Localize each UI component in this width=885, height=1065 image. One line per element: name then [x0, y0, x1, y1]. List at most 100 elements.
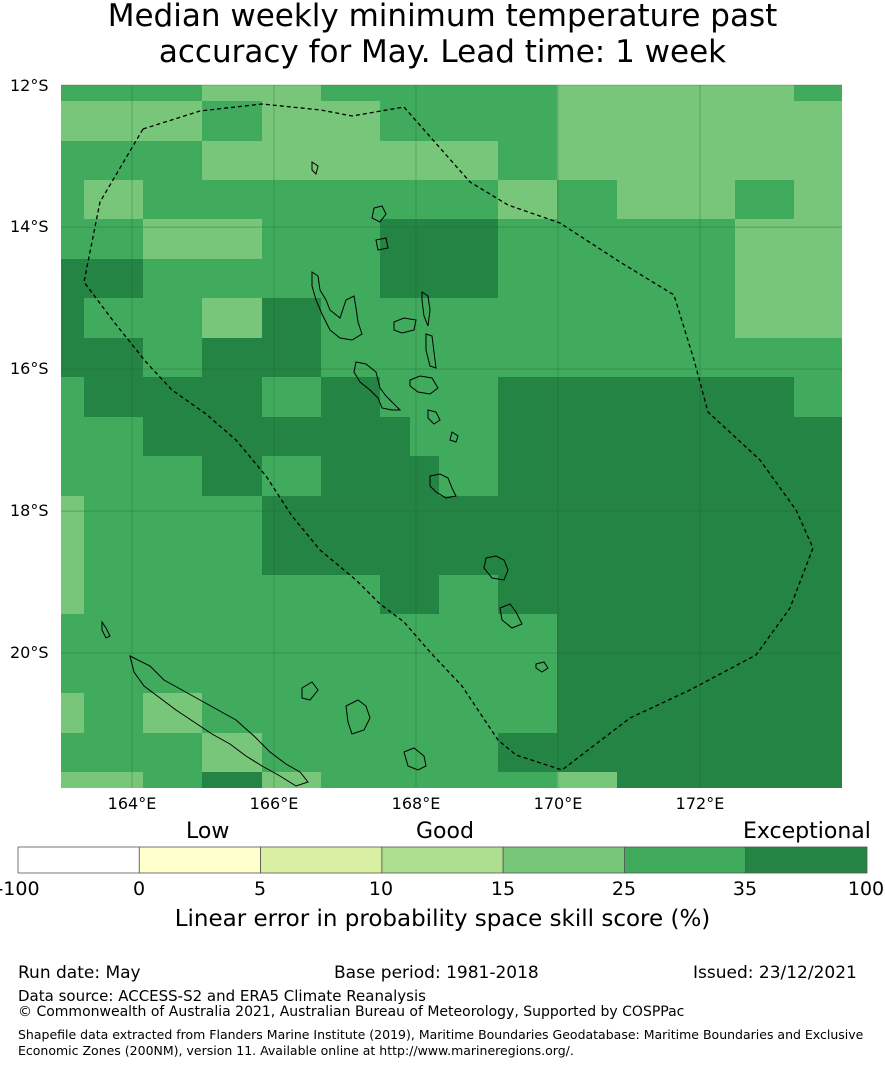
skill-cell: [61, 575, 84, 614]
skill-cell: [557, 180, 617, 219]
skill-cell: [557, 614, 842, 654]
island-coastlines: [101, 161, 549, 787]
chart-title-line-2: accuracy for May. Lead time: 1 week: [158, 34, 727, 70]
colorbar-segment: [381, 846, 504, 874]
lat-label-18s: 18°S: [10, 501, 49, 520]
lon-label-170e: 170°E: [533, 794, 583, 813]
lat-label-16s: 16°S: [10, 359, 49, 378]
skill-cell: [439, 575, 498, 614]
island-outline: [393, 317, 417, 334]
skill-cell: [380, 219, 498, 259]
lon-label-166e: 166°E: [249, 794, 299, 813]
legend-quality-exceptional: Exceptional: [743, 819, 871, 844]
island-outline: [403, 747, 427, 771]
island-outline: [353, 361, 402, 411]
colorbar-tick-1: 0: [132, 878, 146, 900]
island-outline: [409, 375, 439, 395]
skill-cell: [321, 85, 557, 101]
skill-cell: [439, 456, 498, 496]
skill-cell: [61, 693, 84, 733]
skill-cell: [498, 259, 735, 298]
skill-cell: [498, 417, 842, 456]
skill-cell: [498, 733, 842, 772]
skill-cell: [735, 259, 842, 298]
colorbar-segment: [745, 846, 868, 874]
colorbar-segment: [17, 846, 140, 874]
skill-cell: [498, 575, 842, 614]
skill-cell: [321, 456, 439, 496]
colorbar-tick-5: 25: [611, 878, 637, 900]
island-outline: [101, 620, 111, 639]
colorbar-segment: [624, 846, 747, 874]
skill-cell: [84, 496, 262, 535]
colorbar-tick-7: 100: [847, 878, 885, 900]
skill-cell: [410, 417, 498, 456]
skill-cell: [262, 496, 842, 535]
legend-quality-low: Low: [186, 819, 230, 844]
skill-cell: [262, 535, 842, 575]
skill-cell: [557, 101, 842, 141]
island-outline: [375, 237, 389, 251]
island-outline: [421, 291, 431, 327]
skill-cell: [61, 496, 84, 535]
skill-cell: [380, 259, 498, 298]
skill-cell: [61, 614, 557, 654]
island-outline: [429, 473, 457, 499]
skill-cell: [262, 101, 380, 141]
skill-cell: [61, 654, 557, 693]
colorbar-tick-0: -100: [0, 878, 40, 900]
skill-cell: [202, 772, 262, 788]
issued-date: Issued: 23/12/2021: [693, 963, 857, 983]
colorbar-segment: [502, 846, 625, 874]
skill-cell: [84, 180, 143, 219]
colorbar-tick-4: 15: [490, 878, 516, 900]
skill-cell: [143, 772, 202, 788]
skill-cell: [143, 338, 202, 377]
colorbar-segment: [260, 846, 383, 874]
skill-cell: [735, 180, 794, 219]
eez-boundary: [83, 103, 814, 771]
skill-cell: [202, 693, 557, 733]
skill-cell: [262, 298, 321, 338]
island-outline: [301, 681, 319, 701]
skill-cell: [84, 575, 380, 614]
lat-label-12s: 12°S: [10, 76, 49, 95]
skill-cell: [202, 298, 262, 338]
island-outline: [427, 409, 441, 425]
skill-cell: [61, 535, 84, 575]
island-outline: [449, 431, 459, 443]
skill-cell: [557, 654, 842, 693]
skill-cell: [61, 85, 202, 101]
skill-cell: [202, 338, 321, 377]
skill-cell: [321, 772, 557, 788]
skill-cell: [61, 733, 202, 772]
skill-cell: [498, 219, 735, 259]
skill-cell: [617, 180, 735, 219]
skill-cell: [202, 456, 262, 496]
skill-cell: [321, 298, 735, 338]
copyright: © Commonwealth of Australia 2021, Austra…: [18, 1004, 685, 1020]
skill-cell: [61, 259, 143, 298]
skill-cell: [61, 298, 84, 338]
skill-cell: [84, 377, 262, 417]
skill-cell: [498, 377, 794, 417]
colorbar-tick-3: 10: [368, 878, 394, 900]
skill-cell: [61, 338, 143, 377]
skill-cell: [557, 141, 842, 180]
island-outline: [311, 271, 363, 341]
island-outline: [483, 555, 509, 581]
skill-cell: [380, 575, 439, 614]
skill-cell: [143, 693, 202, 733]
skill-cell: [143, 259, 380, 298]
skill-cell: [143, 417, 410, 456]
base-period: Base period: 1981-2018: [334, 963, 539, 983]
skill-cell: [143, 180, 498, 219]
skill-cell: [557, 693, 842, 733]
skill-cell: [557, 85, 794, 101]
skill-cell: [262, 219, 380, 259]
shapefile-credit-line-2: Economic Zones (200NM), version 11. Avai…: [18, 1043, 574, 1058]
skill-cell: [202, 733, 262, 772]
colorbar-label: Linear error in probability space skill …: [174, 906, 711, 932]
